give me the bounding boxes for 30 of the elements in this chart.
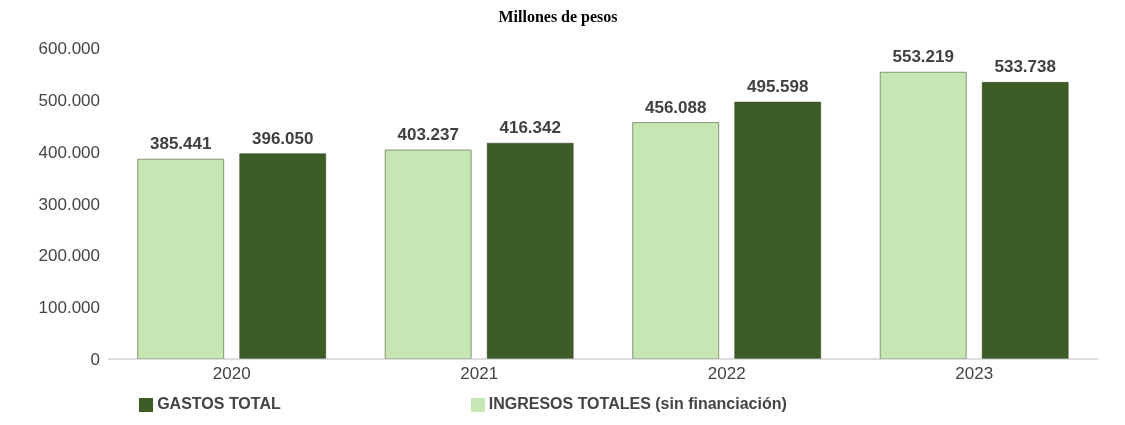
data-label: 456.088 bbox=[644, 97, 707, 117]
y-tick-label: 0 bbox=[90, 350, 100, 370]
y-tick-label: 500.000 bbox=[38, 90, 100, 110]
data-label: 416.342 bbox=[499, 118, 561, 138]
bar bbox=[981, 82, 1069, 359]
x-tick-label: 2021 bbox=[460, 364, 499, 384]
y-tick-label: 600.000 bbox=[38, 39, 100, 59]
bar bbox=[632, 122, 719, 359]
data-label: 495.598 bbox=[746, 77, 809, 97]
y-tick-label: 400.000 bbox=[38, 142, 100, 162]
bar bbox=[384, 149, 472, 359]
y-tick-label: 300.000 bbox=[38, 194, 100, 214]
x-tick-label: 2022 bbox=[707, 364, 746, 384]
legend-label: GASTOS TOTAL bbox=[157, 395, 281, 412]
bar bbox=[486, 142, 574, 359]
data-label: 403.237 bbox=[397, 124, 459, 144]
bar bbox=[239, 153, 326, 359]
bar bbox=[137, 158, 224, 359]
data-label: 533.738 bbox=[994, 57, 1056, 77]
x-tick-label: 2023 bbox=[955, 364, 994, 384]
data-label: 385.441 bbox=[149, 134, 212, 154]
data-label: 553.219 bbox=[892, 47, 954, 67]
bar bbox=[734, 101, 821, 359]
y-tick-label: 100.000 bbox=[38, 298, 100, 318]
y-tick-label: 200.000 bbox=[38, 246, 100, 266]
bar bbox=[879, 72, 967, 359]
data-label: 396.050 bbox=[251, 128, 314, 148]
x-tick-label: 2020 bbox=[212, 364, 251, 384]
chart-title: Millones de pesos bbox=[497, 8, 619, 28]
legend-label: INGRESOS TOTALES (sin financiación) bbox=[488, 395, 787, 412]
